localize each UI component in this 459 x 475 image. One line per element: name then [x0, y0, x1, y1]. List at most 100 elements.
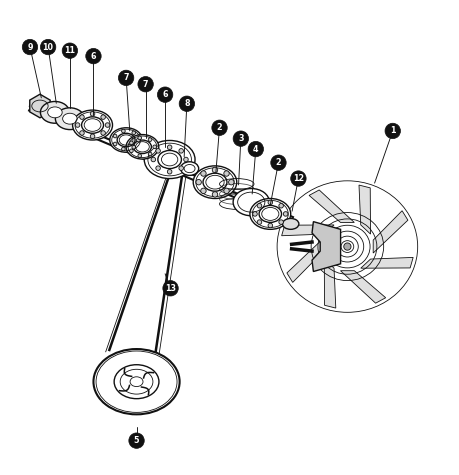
Text: 9: 9	[27, 43, 33, 52]
Circle shape	[344, 243, 351, 250]
Circle shape	[271, 155, 286, 171]
Circle shape	[257, 220, 262, 224]
Circle shape	[212, 192, 218, 197]
Polygon shape	[373, 211, 408, 253]
Circle shape	[122, 129, 125, 133]
Circle shape	[148, 152, 152, 156]
Text: 2: 2	[217, 124, 222, 132]
Text: 12: 12	[293, 174, 304, 183]
Polygon shape	[287, 240, 322, 283]
Circle shape	[148, 138, 152, 142]
Text: 6: 6	[91, 52, 96, 61]
Polygon shape	[359, 185, 370, 234]
Text: 1: 1	[390, 126, 396, 135]
Circle shape	[138, 76, 153, 92]
Circle shape	[129, 149, 133, 152]
Circle shape	[224, 188, 229, 193]
Circle shape	[151, 157, 156, 162]
Circle shape	[62, 43, 78, 58]
Ellipse shape	[40, 102, 69, 123]
Circle shape	[163, 281, 178, 296]
Ellipse shape	[126, 134, 159, 159]
Text: 2: 2	[276, 158, 281, 167]
Circle shape	[291, 171, 306, 186]
Circle shape	[157, 87, 173, 103]
Ellipse shape	[180, 162, 199, 175]
Text: 10: 10	[43, 43, 54, 52]
Circle shape	[212, 120, 227, 135]
Text: 4: 4	[253, 144, 258, 153]
Circle shape	[122, 147, 125, 151]
Circle shape	[86, 48, 101, 64]
Circle shape	[113, 134, 117, 138]
Circle shape	[168, 170, 172, 174]
Circle shape	[40, 39, 56, 55]
Circle shape	[156, 166, 160, 171]
Circle shape	[132, 131, 135, 134]
Circle shape	[75, 123, 80, 127]
Circle shape	[101, 131, 106, 135]
Circle shape	[90, 134, 95, 139]
Circle shape	[196, 180, 202, 185]
Text: 11: 11	[64, 46, 75, 55]
Text: 6: 6	[162, 90, 168, 99]
Ellipse shape	[233, 189, 269, 216]
Circle shape	[201, 171, 206, 176]
Circle shape	[90, 112, 95, 116]
Ellipse shape	[193, 166, 237, 199]
Circle shape	[129, 141, 133, 145]
Polygon shape	[312, 222, 341, 272]
Circle shape	[253, 212, 257, 216]
Circle shape	[22, 39, 38, 55]
Circle shape	[129, 433, 144, 448]
Circle shape	[233, 131, 248, 146]
Ellipse shape	[48, 107, 62, 118]
Circle shape	[279, 203, 283, 208]
Polygon shape	[309, 190, 354, 222]
Circle shape	[138, 154, 141, 158]
Ellipse shape	[56, 108, 84, 130]
Circle shape	[385, 123, 400, 139]
Circle shape	[80, 131, 84, 135]
Circle shape	[179, 166, 184, 171]
Circle shape	[113, 142, 117, 146]
Circle shape	[80, 115, 84, 119]
Text: 7: 7	[143, 80, 148, 89]
Ellipse shape	[94, 349, 179, 414]
Circle shape	[132, 145, 135, 149]
Ellipse shape	[62, 113, 77, 124]
Circle shape	[136, 138, 140, 142]
Circle shape	[268, 223, 273, 228]
Circle shape	[283, 212, 288, 216]
Text: 5: 5	[134, 436, 139, 445]
Circle shape	[101, 115, 106, 119]
Circle shape	[138, 136, 141, 140]
Circle shape	[201, 188, 206, 193]
Text: 3: 3	[238, 134, 244, 143]
Polygon shape	[324, 259, 336, 308]
Circle shape	[212, 167, 218, 172]
Polygon shape	[282, 225, 334, 236]
Circle shape	[224, 171, 229, 176]
Text: 7: 7	[123, 74, 129, 82]
Text: 8: 8	[184, 99, 190, 108]
Circle shape	[179, 96, 195, 112]
Text: 13: 13	[165, 284, 176, 293]
Circle shape	[156, 149, 160, 153]
Circle shape	[257, 203, 262, 208]
Circle shape	[105, 123, 110, 127]
Circle shape	[153, 145, 157, 149]
Polygon shape	[361, 257, 413, 268]
Ellipse shape	[110, 128, 142, 152]
Circle shape	[184, 157, 188, 162]
Circle shape	[179, 149, 184, 153]
Circle shape	[118, 70, 134, 86]
Circle shape	[248, 142, 263, 157]
Circle shape	[168, 145, 172, 150]
Ellipse shape	[250, 199, 291, 229]
Ellipse shape	[144, 141, 195, 179]
Circle shape	[268, 200, 273, 205]
Ellipse shape	[283, 218, 299, 229]
Ellipse shape	[73, 110, 112, 140]
Circle shape	[279, 220, 283, 224]
